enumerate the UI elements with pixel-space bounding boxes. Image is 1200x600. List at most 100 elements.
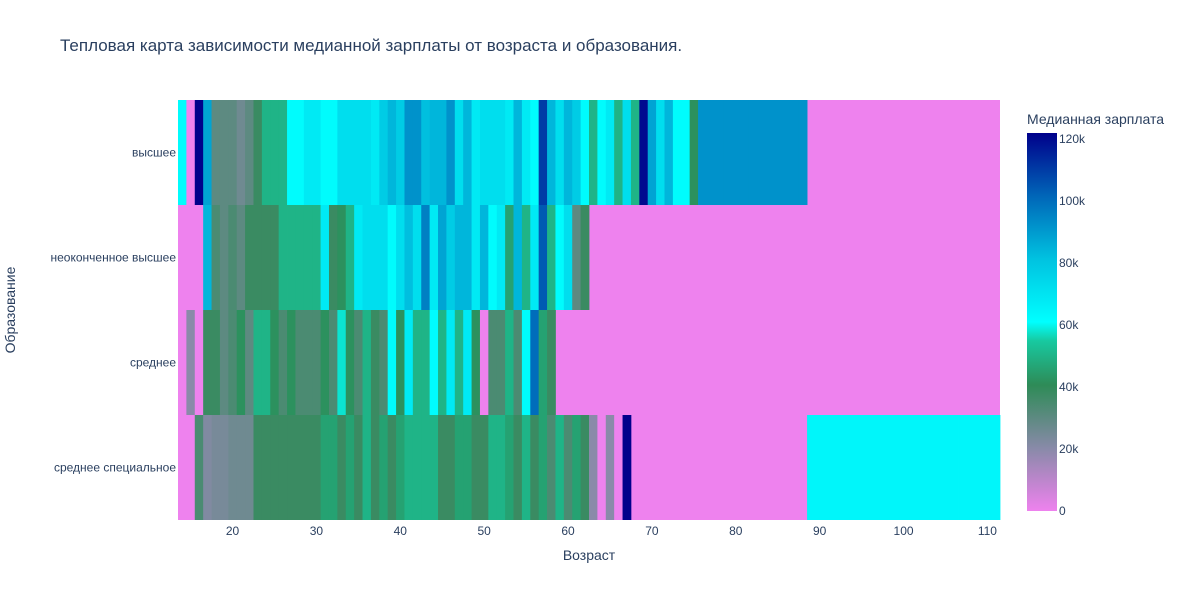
heatmap-cell (429, 205, 439, 310)
heatmap-cell (580, 100, 590, 205)
heatmap-cell (714, 100, 724, 205)
heatmap-cell (496, 205, 506, 310)
heatmap-cell (471, 310, 481, 415)
heatmap-cell (278, 205, 288, 310)
heatmap-cell (396, 100, 405, 205)
heatmap-cell (245, 205, 254, 310)
heatmap-cell (563, 205, 573, 310)
heatmap-cell (513, 205, 523, 310)
heatmap-cell (538, 205, 548, 310)
heatmap-cell (219, 310, 229, 415)
x-tick-label: 50 (477, 524, 491, 538)
heatmap-cell (228, 415, 238, 520)
heatmap-cell (303, 100, 313, 205)
heatmap-cell (412, 100, 422, 205)
heatmap-cell (622, 100, 632, 205)
heatmap-cell (228, 205, 238, 310)
heatmap-cell (295, 310, 305, 415)
heatmap-cell (278, 310, 288, 415)
heatmap-cell (622, 415, 632, 520)
heatmap-cell (312, 100, 321, 205)
colorbar-gradient (1027, 133, 1057, 511)
heatmap-cell (379, 310, 389, 415)
heatmap-cell (211, 100, 221, 205)
y-axis-ticks: высшее неоконченное высшее среднее среднее … (51, 146, 177, 475)
heatmap-cell (370, 205, 380, 310)
heatmap-cell (345, 100, 355, 205)
heatmap-cell (580, 205, 590, 310)
heatmap-cell (882, 415, 892, 520)
heatmap-cell (689, 100, 699, 205)
heatmap-plot-area (178, 100, 1001, 520)
heatmap-cell (547, 415, 556, 520)
x-axis-ticks: 20 30 40 50 60 70 80 90 100 110 (226, 524, 997, 538)
heatmap-cell (479, 100, 489, 205)
colorbar-tick-label: 40k (1059, 380, 1079, 394)
heatmap-cell (555, 415, 565, 520)
heatmap-cell (991, 415, 1001, 520)
heatmap-cell (261, 100, 271, 205)
heatmap-cell (404, 205, 414, 310)
heatmap-cell (496, 310, 506, 415)
x-axis-title: Возраст (563, 547, 616, 563)
heatmap-cell (412, 415, 422, 520)
heatmap-cell (538, 100, 548, 205)
heatmap-cell (572, 205, 582, 310)
heatmap-cell (739, 100, 749, 205)
heatmap-cell (681, 100, 691, 205)
heatmap-cell (412, 310, 422, 415)
heatmap-cell (580, 415, 590, 520)
colorbar-tick-label: 80k (1059, 256, 1079, 270)
heatmap-cell (337, 415, 347, 520)
heatmap-cell (773, 100, 783, 205)
y-tick-label: среднее специальное (54, 461, 176, 475)
heatmap-cell (488, 415, 498, 520)
heatmap-cell (203, 415, 212, 520)
heatmap-cell (572, 100, 582, 205)
heatmap-cell (479, 205, 489, 310)
heatmap-cell (404, 100, 414, 205)
heatmap-cell (253, 205, 263, 310)
heatmap-cell (270, 310, 280, 415)
heatmap-cell (589, 100, 598, 205)
heatmap-cell (261, 310, 271, 415)
heatmap-cell (949, 415, 959, 520)
y-axis-title: Образование (2, 266, 18, 353)
heatmap-cell (647, 100, 657, 205)
heatmap-cell (303, 205, 313, 310)
heatmap-cell (572, 415, 582, 520)
heatmap-cell (496, 415, 506, 520)
heatmap-cell (471, 100, 481, 205)
heatmap-cell (379, 415, 389, 520)
heatmap-cell (488, 205, 498, 310)
heatmap-cell (219, 205, 229, 310)
heatmap-cell (865, 415, 875, 520)
heatmap-cell (614, 415, 623, 520)
heatmap-cell (446, 415, 456, 520)
heatmap-cell (530, 415, 540, 520)
heatmap-cell (983, 415, 993, 520)
heatmap-cell (270, 205, 280, 310)
x-tick-label: 80 (729, 524, 743, 538)
heatmap-cell (261, 415, 271, 520)
heatmap-cell (387, 415, 397, 520)
heatmap-cell (203, 100, 212, 205)
heatmap-cell (706, 100, 716, 205)
heatmap-cell (815, 415, 825, 520)
heatmap-cell (555, 100, 565, 205)
heatmap-cell (597, 415, 607, 520)
heatmap-cell (454, 310, 464, 415)
heatmap-cell (505, 100, 514, 205)
heatmap-cell (211, 415, 221, 520)
heatmap-cell (370, 310, 380, 415)
heatmap-cell (362, 310, 372, 415)
heatmap-cell (454, 205, 464, 310)
heatmap-cell (287, 205, 296, 310)
colorbar-tick-label: 60k (1059, 318, 1079, 332)
heatmap-cell (698, 100, 707, 205)
heatmap-cell (328, 310, 338, 415)
y-tick-label: высшее (132, 146, 176, 160)
colorbar-ticks: 0 20k 40k 60k 80k 100k 120k (1059, 132, 1086, 518)
heatmap-cell (337, 100, 347, 205)
